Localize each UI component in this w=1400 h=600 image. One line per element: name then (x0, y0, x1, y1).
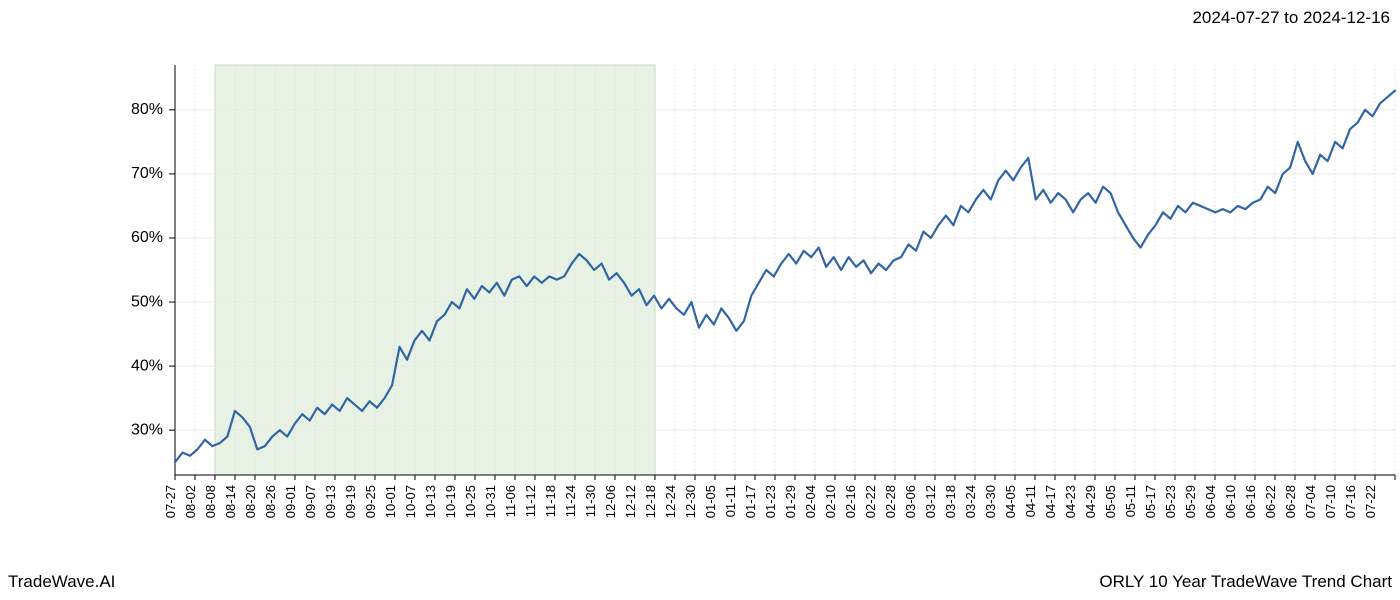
x-tick-label: 04-23 (1063, 485, 1078, 518)
x-tick-label: 01-17 (743, 485, 758, 518)
x-tick-label: 05-23 (1163, 485, 1178, 518)
x-tick-label: 02-22 (863, 485, 878, 518)
x-tick-label: 09-25 (363, 485, 378, 518)
x-tick-label: 11-18 (543, 485, 558, 517)
x-tick-label: 08-02 (183, 485, 198, 518)
x-tick-label: 10-19 (443, 485, 458, 518)
trend-chart: 30% 40% 50% 60% 70% 80% 07-27 08-02 08-08 08-14 08… (0, 40, 1400, 550)
x-tick-label: 01-05 (703, 485, 718, 518)
chart-title: ORLY 10 Year TradeWave Trend Chart (1099, 572, 1392, 592)
x-tick-label: 05-05 (1103, 485, 1118, 518)
x-tick-label: 01-23 (763, 485, 778, 518)
x-tick-label: 07-04 (1303, 485, 1318, 518)
x-tick-label: 09-19 (343, 485, 358, 518)
date-range-label: 2024-07-27 to 2024-12-16 (1192, 8, 1390, 28)
y-tick-label: 80% (131, 101, 163, 118)
x-tick-label: 02-04 (803, 485, 818, 518)
x-tick-label: 10-25 (463, 485, 478, 518)
x-tick-label: 04-11 (1023, 485, 1038, 517)
x-tick-label: 02-10 (823, 485, 838, 518)
x-tick-label: 05-11 (1123, 485, 1138, 517)
x-tick-label: 03-30 (983, 485, 998, 518)
x-tick-label: 11-24 (563, 485, 578, 517)
x-tick-label: 01-11 (723, 485, 738, 517)
x-tick-label: 07-27 (163, 485, 178, 518)
x-tick-label: 10-31 (483, 485, 498, 518)
x-tick-label: 07-16 (1343, 485, 1358, 518)
x-tick-label: 06-28 (1283, 485, 1298, 518)
x-tick-label: 11-06 (503, 485, 518, 517)
x-tick-label: 04-05 (1003, 485, 1018, 518)
brand-label: TradeWave.AI (8, 572, 115, 592)
x-tick-label: 12-18 (643, 485, 658, 518)
x-tick-label: 02-16 (843, 485, 858, 518)
x-tick-label: 07-22 (1363, 485, 1378, 518)
x-tick-label: 04-17 (1043, 485, 1058, 518)
x-tick-label: 11-30 (583, 485, 598, 517)
x-tick-label: 06-16 (1243, 485, 1258, 518)
x-tick-label: 03-24 (963, 485, 978, 518)
x-tick-label: 03-18 (943, 485, 958, 518)
x-tick-label: 08-08 (203, 485, 218, 518)
x-tick-label: 10-13 (423, 485, 438, 518)
x-tick-label: 01-29 (783, 485, 798, 518)
y-tick-label: 60% (131, 229, 163, 246)
x-tick-label: 12-24 (663, 485, 678, 518)
x-tick-label: 12-30 (683, 485, 698, 518)
x-tick-label: 08-20 (243, 485, 258, 518)
x-tick-label: 12-12 (623, 485, 638, 518)
x-tick-label: 07-10 (1323, 485, 1338, 518)
x-tick-label: 09-13 (323, 485, 338, 518)
x-tick-label: 05-29 (1183, 485, 1198, 518)
x-tick-label: 10-07 (403, 485, 418, 518)
x-tick-label: 04-29 (1083, 485, 1098, 518)
x-tick-label: 10-01 (383, 485, 398, 518)
x-tick-label: 03-12 (923, 485, 938, 518)
x-tick-label: 11-12 (523, 485, 538, 517)
x-tick-label: 05-17 (1143, 485, 1158, 518)
x-tick-label: 02-28 (883, 485, 898, 518)
x-tick-label: 06-22 (1263, 485, 1278, 518)
x-tick-label: 03-06 (903, 485, 918, 518)
x-tick-label: 06-10 (1223, 485, 1238, 518)
x-tick-label: 09-01 (283, 485, 298, 518)
x-tick-label: 08-14 (223, 485, 238, 518)
y-tick-label: 40% (131, 357, 163, 374)
x-tick-label: 06-04 (1203, 485, 1218, 518)
y-tick-label: 30% (131, 421, 163, 438)
y-tick-label: 70% (131, 165, 163, 182)
x-tick-label: 09-07 (303, 485, 318, 518)
y-tick-label: 50% (131, 293, 163, 310)
x-tick-label: 08-26 (263, 485, 278, 518)
x-tick-label: 12-06 (603, 485, 618, 518)
